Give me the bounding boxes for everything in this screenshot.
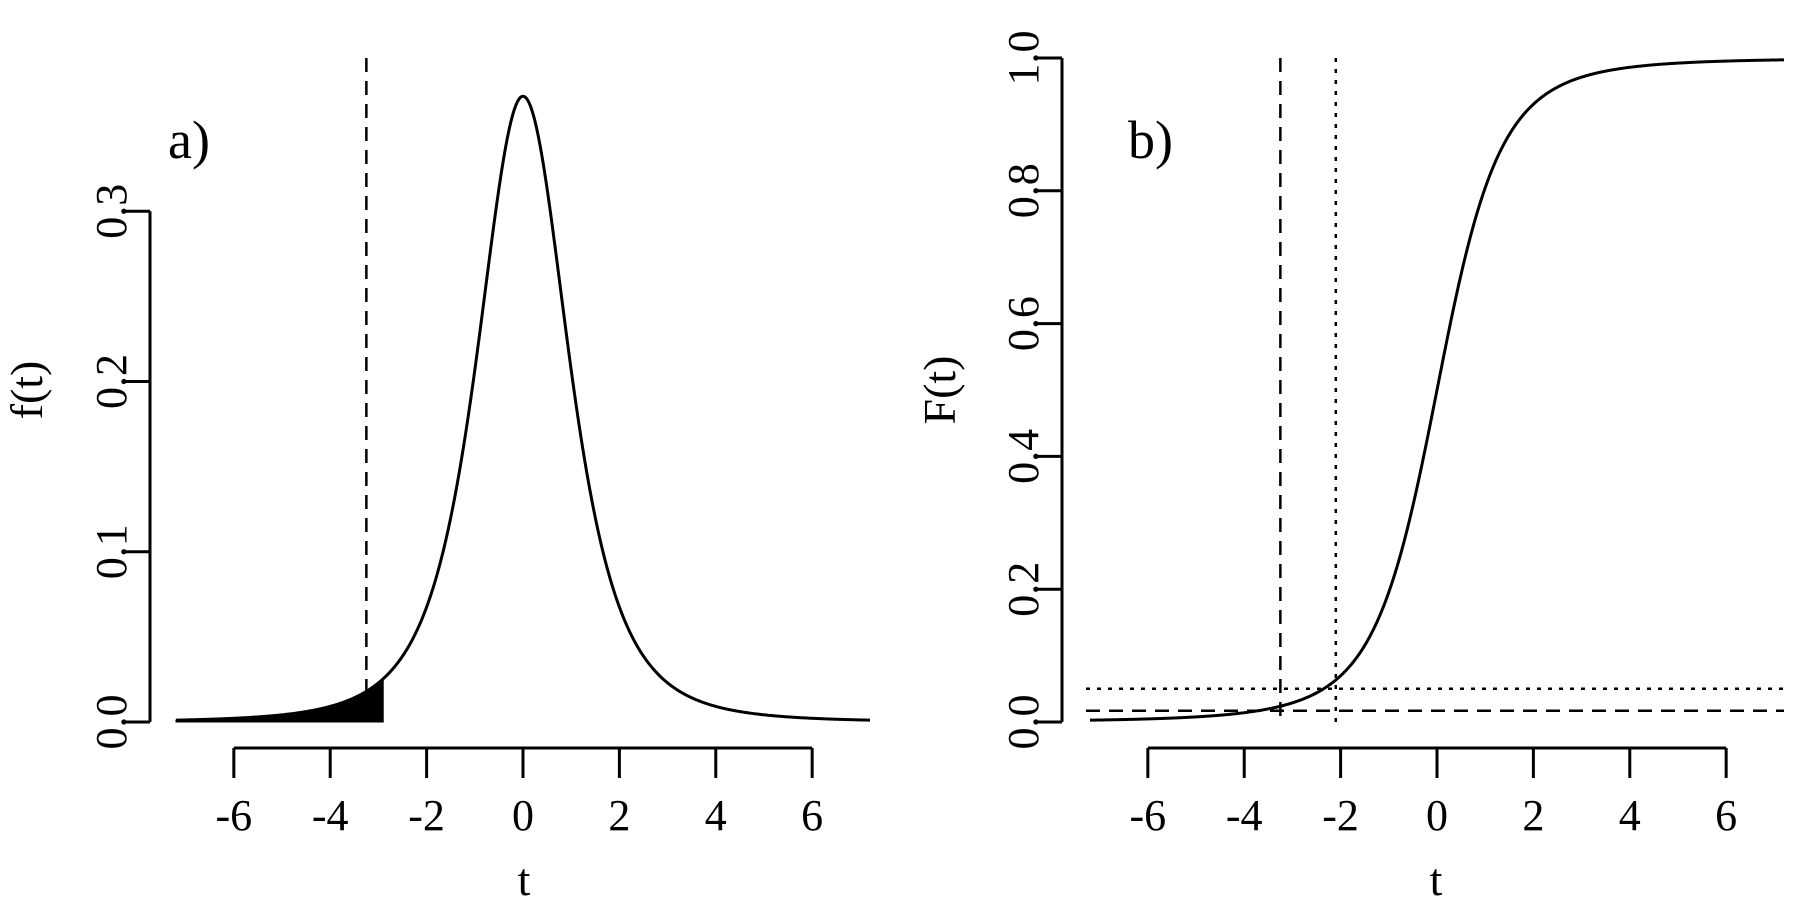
- panel-b-y-tick-label: 0.6: [999, 296, 1048, 351]
- panel-a-y-tick-label: 0.0: [87, 695, 136, 750]
- panel-a-x-tick-label: -6: [216, 791, 253, 840]
- panel-b-x-axis-title: t: [1430, 854, 1443, 900]
- panel-b-y-tick-label: 0.0: [999, 695, 1048, 750]
- panel-b-y-tick-label: 0.2: [999, 562, 1048, 617]
- panel-b-x-tick-label: -6: [1130, 791, 1167, 840]
- panel-a-x-tick-label: -4: [312, 791, 349, 840]
- panel-a-x-tick-label: 2: [608, 791, 630, 840]
- panel-b-y-tick-label: 0.4: [999, 429, 1048, 484]
- panel-a-curve-line: [175, 94, 871, 722]
- panel-a-x-axis-title: t: [518, 854, 531, 900]
- panel-a-y-tick-label: 0.2: [87, 354, 136, 409]
- panel-b-y-tick-label: 0.8: [999, 163, 1048, 218]
- panel-a-y-axis-title: f(t): [1, 361, 52, 420]
- panel-b-x-tick-label: 0: [1426, 791, 1448, 840]
- panel-a-x-tick-label: 6: [801, 791, 823, 840]
- panel-b-x-tick-label: 6: [1715, 791, 1737, 840]
- panel-a-x-tick-label: -2: [408, 791, 445, 840]
- panel-b-curve-line: [1089, 58, 1785, 722]
- panel-a-x-tick-label: 0: [512, 791, 534, 840]
- panel-b-y-axis-title: F(t): [914, 356, 965, 425]
- panel-a-y-tick-label: 0.1: [87, 524, 136, 579]
- panel-b-cdf: b) F(t) t 0.0 0.2 0.4 0.6 0.8 1.0 -6 -4 -2 0 2 4 6: [914, 31, 1785, 900]
- panel-a-label: a): [168, 110, 210, 170]
- panel-b-x-tick-label: 4: [1619, 791, 1641, 840]
- panel-a-density: a) f(t) t 0.0 0.1 0.2 0.3 -6 -4 -2 0 2 4 6: [1, 58, 871, 900]
- panel-a-x-tick-label: 4: [705, 791, 727, 840]
- panel-a-y-tick-label: 0.3: [87, 184, 136, 239]
- panel-b-label: b): [1128, 110, 1173, 170]
- panel-b-y-tick-label: 1.0: [999, 31, 1048, 86]
- panel-b-x-tick-label: -2: [1322, 791, 1359, 840]
- panel-b-x-tick-label: -4: [1226, 791, 1263, 840]
- panel-b-x-tick-label: 2: [1522, 791, 1544, 840]
